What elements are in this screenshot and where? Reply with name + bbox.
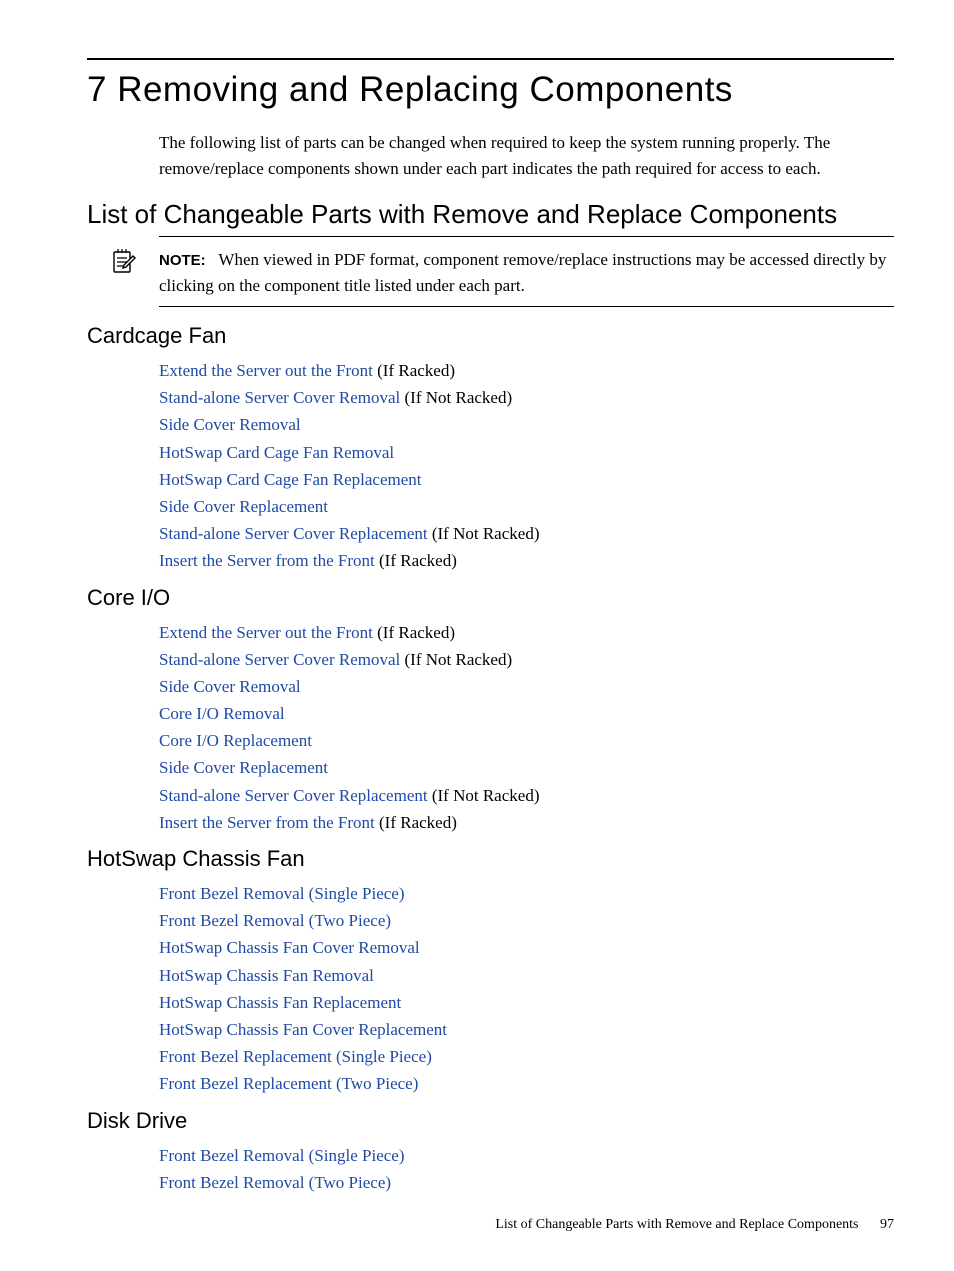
section-title: List of Changeable Parts with Remove and…: [87, 199, 894, 230]
doc-link[interactable]: Side Cover Removal: [159, 415, 301, 434]
doc-link[interactable]: Front Bezel Replacement (Two Piece): [159, 1074, 418, 1093]
doc-link[interactable]: HotSwap Chassis Fan Cover Removal: [159, 938, 420, 957]
doc-link[interactable]: HotSwap Chassis Fan Cover Replacement: [159, 1020, 447, 1039]
list-item: Side Cover Removal: [159, 673, 894, 700]
suffix: (If Not Racked): [400, 388, 512, 407]
list-item: HotSwap Card Cage Fan Removal: [159, 439, 894, 466]
list-item: Front Bezel Removal (Single Piece): [159, 880, 894, 907]
coreio-list: Extend the Server out the Front (If Rack…: [159, 619, 894, 837]
list-item: HotSwap Chassis Fan Cover Removal: [159, 934, 894, 961]
doc-link[interactable]: HotSwap Card Cage Fan Removal: [159, 443, 394, 462]
list-item: Side Cover Replacement: [159, 493, 894, 520]
list-item: HotSwap Card Cage Fan Replacement: [159, 466, 894, 493]
list-item: Core I/O Replacement: [159, 727, 894, 754]
suffix: (If Racked): [373, 361, 455, 380]
subsection-coreio-title: Core I/O: [87, 585, 894, 611]
doc-link[interactable]: Front Bezel Removal (Single Piece): [159, 1146, 405, 1165]
list-item: Stand-alone Server Cover Removal (If Not…: [159, 384, 894, 411]
cardcage-list: Extend the Server out the Front (If Rack…: [159, 357, 894, 575]
list-item: Front Bezel Replacement (Two Piece): [159, 1070, 894, 1097]
footer-text: List of Changeable Parts with Remove and…: [495, 1217, 858, 1232]
suffix: (If Racked): [379, 551, 457, 570]
subsection-cardcage-title: Cardcage Fan: [87, 323, 894, 349]
list-item: Side Cover Replacement: [159, 754, 894, 781]
doc-link[interactable]: Insert the Server from the Front: [159, 551, 379, 570]
doc-link[interactable]: Stand-alone Server Cover Replacement: [159, 786, 428, 805]
doc-link[interactable]: Side Cover Replacement: [159, 497, 328, 516]
suffix: (If Not Racked): [400, 650, 512, 669]
chapter-title: 7 Removing and Replacing Components: [87, 70, 894, 110]
list-item: Front Bezel Removal (Two Piece): [159, 1169, 894, 1196]
doc-link[interactable]: Side Cover Replacement: [159, 758, 328, 777]
doc-link[interactable]: Insert the Server from the Front: [159, 813, 379, 832]
list-item: Extend the Server out the Front (If Rack…: [159, 619, 894, 646]
list-item: Side Cover Removal: [159, 411, 894, 438]
suffix: (If Not Racked): [428, 524, 540, 543]
doc-link[interactable]: Front Bezel Removal (Single Piece): [159, 884, 405, 903]
list-item: Core I/O Removal: [159, 700, 894, 727]
list-item: Front Bezel Replacement (Single Piece): [159, 1043, 894, 1070]
doc-link[interactable]: HotSwap Chassis Fan Replacement: [159, 993, 401, 1012]
doc-link[interactable]: Front Bezel Replacement (Single Piece): [159, 1047, 432, 1066]
subsection-disk-title: Disk Drive: [87, 1108, 894, 1134]
suffix: (If Racked): [373, 623, 455, 642]
doc-link[interactable]: Front Bezel Removal (Two Piece): [159, 911, 391, 930]
note-icon: [109, 247, 149, 298]
list-item: HotSwap Chassis Fan Replacement: [159, 989, 894, 1016]
intro-paragraph: The following list of parts can be chang…: [159, 130, 894, 181]
doc-link[interactable]: Stand-alone Server Cover Removal: [159, 388, 400, 407]
list-item: Front Bezel Removal (Single Piece): [159, 1142, 894, 1169]
note-text: NOTE: When viewed in PDF format, compone…: [159, 247, 894, 298]
note-block: NOTE: When viewed in PDF format, compone…: [109, 247, 894, 298]
note-label: NOTE:: [159, 252, 206, 269]
list-item: Stand-alone Server Cover Replacement (If…: [159, 782, 894, 809]
list-item: HotSwap Chassis Fan Removal: [159, 962, 894, 989]
footer: List of Changeable Parts with Remove and…: [495, 1217, 894, 1233]
list-item: Stand-alone Server Cover Removal (If Not…: [159, 646, 894, 673]
suffix: (If Not Racked): [428, 786, 540, 805]
doc-link[interactable]: HotSwap Card Cage Fan Replacement: [159, 470, 422, 489]
doc-link[interactable]: Extend the Server out the Front: [159, 361, 373, 380]
footer-page: 97: [880, 1217, 894, 1232]
list-item: HotSwap Chassis Fan Cover Replacement: [159, 1016, 894, 1043]
note-body: When viewed in PDF format, component rem…: [159, 250, 886, 295]
list-item: Insert the Server from the Front (If Rac…: [159, 809, 894, 836]
page: 7 Removing and Replacing Components The …: [0, 0, 954, 1271]
suffix: (If Racked): [379, 813, 457, 832]
list-item: Extend the Server out the Front (If Rack…: [159, 357, 894, 384]
list-item: Stand-alone Server Cover Replacement (If…: [159, 520, 894, 547]
list-item: Front Bezel Removal (Two Piece): [159, 907, 894, 934]
doc-link[interactable]: Core I/O Removal: [159, 704, 285, 723]
note-rule-bottom: [159, 306, 894, 307]
doc-link[interactable]: Extend the Server out the Front: [159, 623, 373, 642]
subsection-hotswap-title: HotSwap Chassis Fan: [87, 846, 894, 872]
disk-list: Front Bezel Removal (Single Piece) Front…: [159, 1142, 894, 1196]
note-rule-top: [159, 236, 894, 237]
hotswap-list: Front Bezel Removal (Single Piece) Front…: [159, 880, 894, 1098]
doc-link[interactable]: Core I/O Replacement: [159, 731, 312, 750]
doc-link[interactable]: Side Cover Removal: [159, 677, 301, 696]
doc-link[interactable]: Stand-alone Server Cover Removal: [159, 650, 400, 669]
doc-link[interactable]: Front Bezel Removal (Two Piece): [159, 1173, 391, 1192]
doc-link[interactable]: Stand-alone Server Cover Replacement: [159, 524, 428, 543]
doc-link[interactable]: HotSwap Chassis Fan Removal: [159, 966, 374, 985]
list-item: Insert the Server from the Front (If Rac…: [159, 547, 894, 574]
top-rule: [87, 58, 894, 60]
